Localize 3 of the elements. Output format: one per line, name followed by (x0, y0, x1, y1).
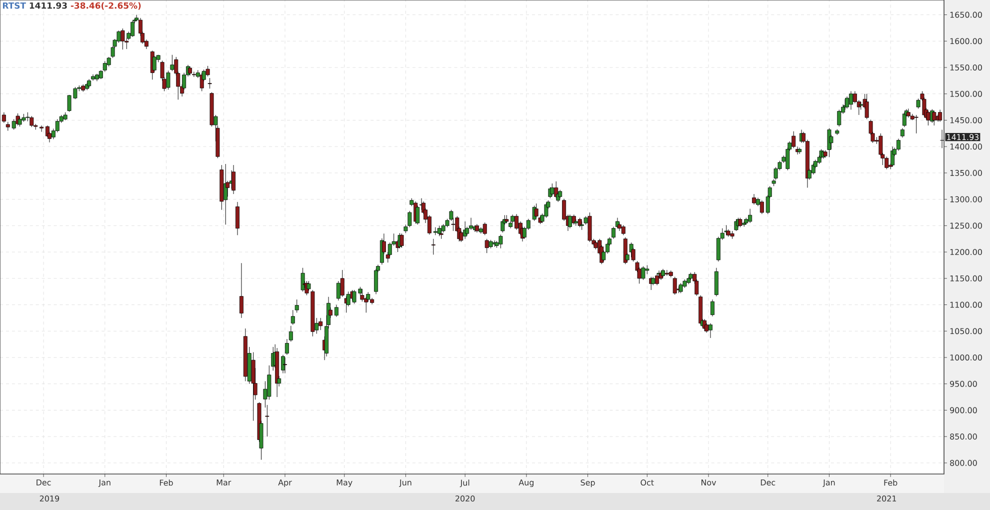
chart-subtitle: 1411.93 (30, 2, 67, 9)
chart-title: RTST (2, 2, 26, 9)
annotation: -38.46(-2.65%) (70, 2, 141, 10)
